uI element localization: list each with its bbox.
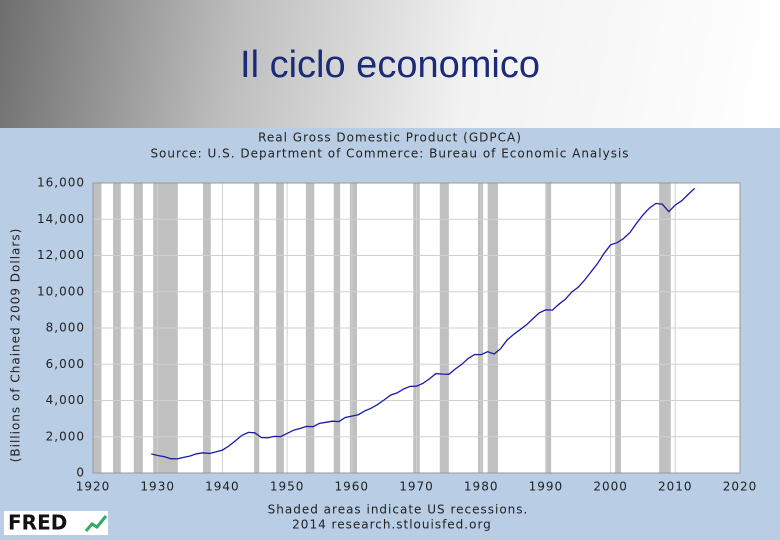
- y-tick-label: 0: [76, 466, 85, 480]
- header: Il ciclo economico: [0, 0, 780, 128]
- x-tick-label: 1920: [76, 480, 111, 494]
- chart-subtitle: Source: U.S. Department of Commerce: Bur…: [150, 147, 629, 161]
- y-axis-label: (Billions of Chained 2009 Dollars): [9, 228, 23, 463]
- y-tick-label: 14,000: [37, 212, 85, 226]
- y-tick-label: 16,000: [37, 176, 85, 190]
- note: 2014 research.stlouisfed.org: [292, 518, 492, 532]
- logo-icon: [84, 515, 108, 532]
- chart: Real Gross Domestic Product (GDPCA) Sour…: [0, 128, 780, 540]
- x-tick-label: 2010: [658, 480, 693, 494]
- x-tick-label: 1980: [464, 480, 499, 494]
- x-tick-label: 1930: [140, 480, 175, 494]
- slide-title: Il ciclo economico: [240, 44, 540, 86]
- plot-frame: [92, 182, 741, 474]
- x-tick-label: 1960: [335, 480, 370, 494]
- x-tick-label: 2020: [723, 480, 758, 494]
- y-tick-label: 8,000: [46, 321, 85, 335]
- y-tick-label: 10,000: [37, 284, 85, 298]
- x-tick-label: 1940: [205, 480, 240, 494]
- chart-title: Real Gross Domestic Product (GDPCA): [258, 131, 522, 145]
- y-tick-label: 4,000: [46, 393, 85, 407]
- gdp-line: [151, 187, 696, 460]
- x-tick-label: 2000: [593, 480, 628, 494]
- note: Shaded areas indicate US recessions.: [268, 503, 529, 517]
- logo-box: [4, 511, 108, 535]
- x-tick-label: 1970: [399, 480, 434, 494]
- x-tick-label: 1950: [270, 480, 305, 494]
- y-tick-label: 12,000: [37, 248, 85, 262]
- y-tick-label: 2,000: [46, 429, 85, 443]
- x-tick-label: 1990: [529, 480, 564, 494]
- logo: FRED: [8, 511, 67, 535]
- y-tick-label: 6,000: [46, 357, 85, 371]
